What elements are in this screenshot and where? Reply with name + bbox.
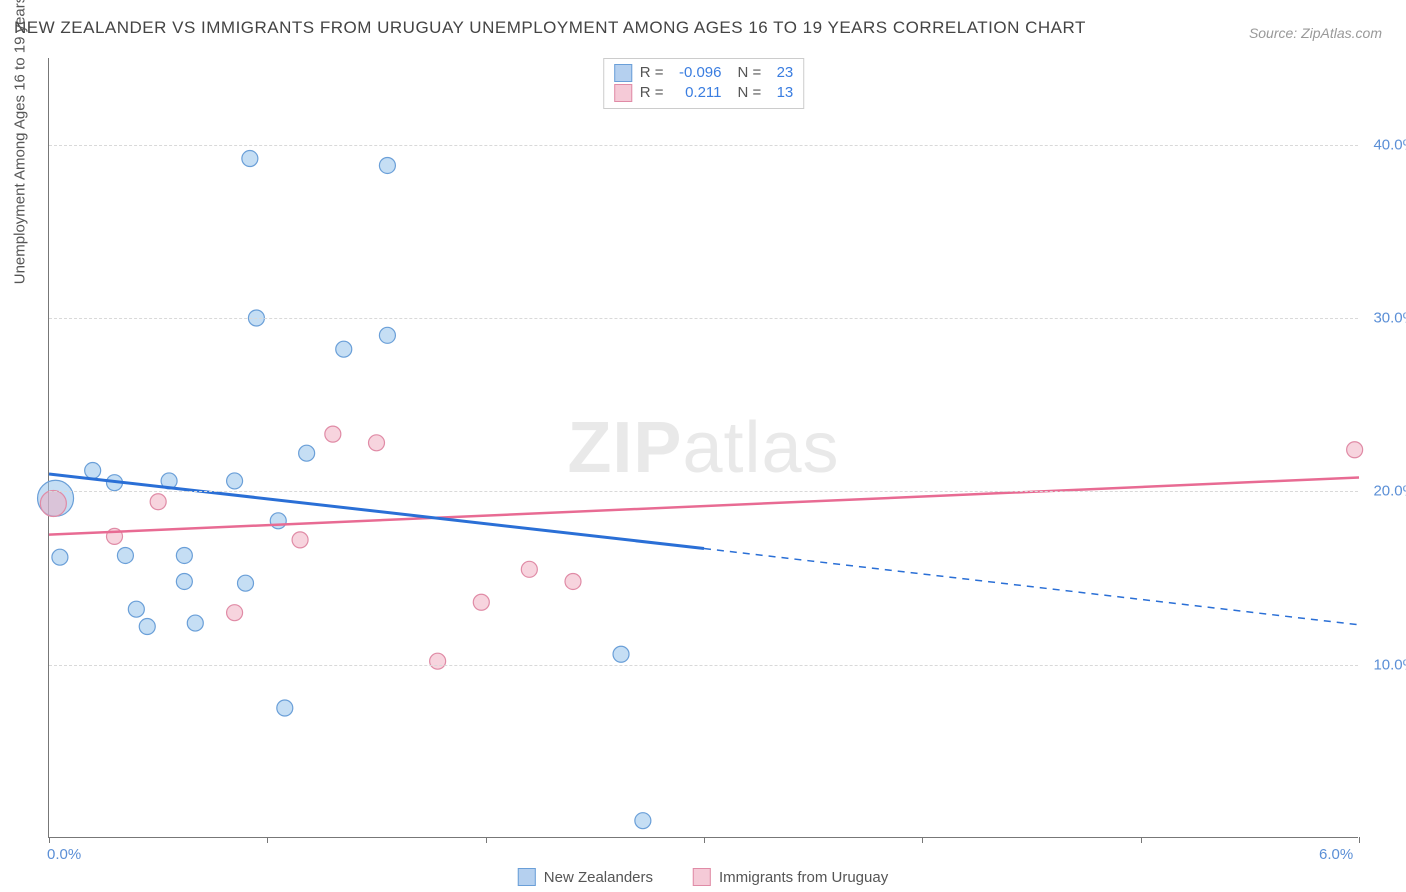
data-point [52,549,68,565]
data-point [227,473,243,489]
x-tick-label: 0.0% [47,846,81,863]
data-point [176,547,192,563]
gridline [49,318,1358,319]
data-point [1347,442,1363,458]
data-point [379,157,395,173]
gridline [49,145,1358,146]
data-point [473,594,489,610]
data-point [227,605,243,621]
x-tick [49,837,50,843]
gridline [49,665,1358,666]
data-point [238,575,254,591]
trend-line [49,477,1359,534]
n-value-nz: 23 [769,63,793,83]
y-tick-label: 40.0% [1373,136,1406,153]
swatch-pink-icon [614,84,632,102]
data-point [299,445,315,461]
chart-title: NEW ZEALANDER VS IMMIGRANTS FROM URUGUAY… [14,18,1086,38]
data-point [277,700,293,716]
r-value-ur: 0.211 [672,83,722,103]
data-point [187,615,203,631]
legend-label-nz: New Zealanders [544,869,653,886]
data-point [613,646,629,662]
legend-item-ur: Immigrants from Uruguay [693,868,888,886]
x-tick [1141,837,1142,843]
x-tick [1359,837,1360,843]
data-point [336,341,352,357]
plot-area: ZIPatlas R = -0.096 N = 23 R = 0.211 N =… [48,58,1358,838]
trend-line [704,549,1359,625]
source-attribution: Source: ZipAtlas.com [1249,25,1382,41]
legend-label-ur: Immigrants from Uruguay [719,869,888,886]
y-tick-label: 30.0% [1373,310,1406,327]
data-point [565,573,581,589]
data-point [635,813,651,829]
stats-row-nz: R = -0.096 N = 23 [614,63,794,83]
n-label: N = [738,83,762,103]
data-point [40,490,66,516]
n-label: N = [738,63,762,83]
swatch-blue-icon [518,868,536,886]
data-point [150,494,166,510]
data-point [430,653,446,669]
stats-row-ur: R = 0.211 N = 13 [614,83,794,103]
data-point [176,573,192,589]
data-point [128,601,144,617]
data-point [242,151,258,167]
data-point [85,463,101,479]
legend-item-nz: New Zealanders [518,868,653,886]
stats-legend-box: R = -0.096 N = 23 R = 0.211 N = 13 [603,58,805,109]
data-point [369,435,385,451]
x-tick [486,837,487,843]
y-tick-label: 20.0% [1373,483,1406,500]
legend-bottom: New Zealanders Immigrants from Uruguay [518,868,888,886]
n-value-ur: 13 [769,83,793,103]
r-label: R = [640,63,664,83]
data-point [379,327,395,343]
y-axis-title: Unemployment Among Ages 16 to 19 years [12,0,29,284]
x-tick-label: 6.0% [1319,846,1353,863]
y-tick-label: 10.0% [1373,656,1406,673]
r-value-nz: -0.096 [672,63,722,83]
data-point [325,426,341,442]
gridline [49,491,1358,492]
r-label: R = [640,83,664,103]
x-tick [704,837,705,843]
data-point [292,532,308,548]
data-point [117,547,133,563]
swatch-blue-icon [614,64,632,82]
x-tick [267,837,268,843]
x-tick [922,837,923,843]
data-point [521,561,537,577]
chart-svg [49,58,1358,837]
swatch-pink-icon [693,868,711,886]
data-point [139,619,155,635]
data-point [270,513,286,529]
